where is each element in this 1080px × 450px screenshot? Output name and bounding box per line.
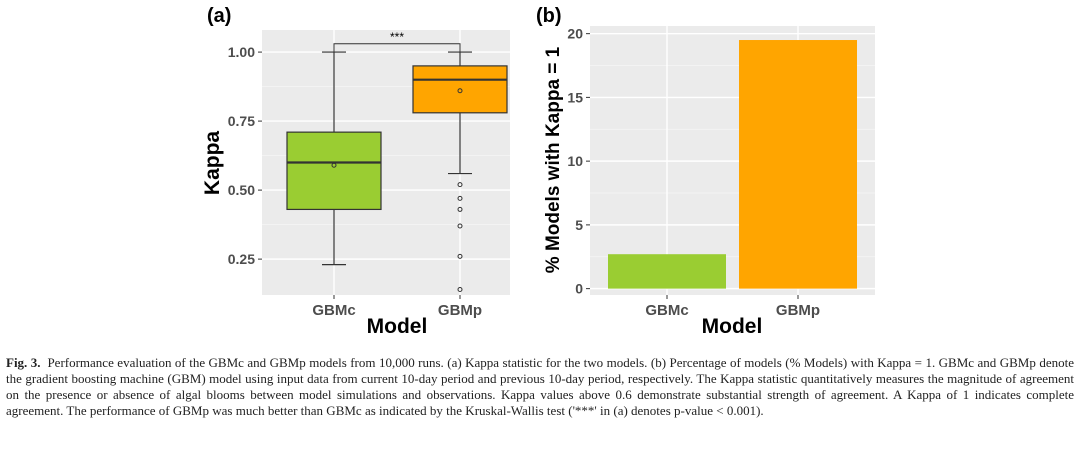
box-gbmc-mean bbox=[331, 162, 337, 168]
figure-caption: Fig. 3. Performance evaluation of the GB… bbox=[6, 355, 1074, 419]
box-outlier-point bbox=[457, 223, 463, 229]
panel-a-y-axis-title: Kappa bbox=[201, 131, 224, 196]
significance-label: *** bbox=[390, 30, 404, 44]
panel-a-x-axis-title: Model bbox=[367, 315, 428, 338]
panel-b-y-tick-label: 0 bbox=[575, 281, 583, 297]
panel-a-boxes bbox=[286, 51, 508, 292]
panel-a-x-ticks: GBMc GBMp bbox=[312, 295, 482, 319]
box-outlier-point bbox=[457, 195, 463, 201]
panel-a-x-tick-label: GBMp bbox=[438, 302, 482, 319]
panel-a-y-ticks: 0.25 0.50 0.75 1.00 bbox=[228, 44, 262, 267]
bar-gbmp bbox=[739, 40, 857, 289]
caption-figure-label: Fig. 3. bbox=[6, 355, 41, 370]
panel-a-y-tick-label: 1.00 bbox=[228, 44, 255, 60]
panel-b-y-tick-label: 20 bbox=[567, 26, 583, 42]
box-outlier-point bbox=[457, 182, 463, 188]
panel-a-x-tick-label: GBMc bbox=[312, 302, 355, 319]
figure-charts: (a) 0.250.500.751.00 GBMc GBMp *** Model … bbox=[201, 5, 875, 338]
panel-a-kappa-boxplot: (a) 0.250.500.751.00 GBMc GBMp *** Model … bbox=[201, 5, 510, 338]
panel-a-y-tick-label: 0.50 bbox=[228, 182, 255, 198]
panel-a-y-tick-label: 0.25 bbox=[228, 251, 255, 267]
panel-b-percent-bar: (b) 0 5 10 15 20 GBMc GBMp Model % Models wit… bbox=[536, 5, 875, 338]
panel-b-y-axis-title: % Models with Kappa = 1 bbox=[543, 46, 564, 273]
panel-b-x-ticks: GBMc GBMp bbox=[645, 295, 820, 319]
box-gbmp-mean bbox=[457, 88, 463, 94]
panel-b-y-ticks: 0 5 10 15 20 bbox=[567, 26, 590, 297]
panel-b-x-axis-title: Model bbox=[702, 315, 763, 338]
box-gbmc-iqr bbox=[286, 131, 382, 211]
box-outlier-point bbox=[457, 286, 463, 292]
panel-b-label: (b) bbox=[536, 5, 562, 27]
panel-a-significance: *** bbox=[333, 30, 461, 53]
significance-bracket bbox=[333, 43, 461, 53]
panel-b-y-tick-label: 5 bbox=[575, 217, 583, 233]
panel-b-x-tick-label: GBMp bbox=[776, 302, 820, 319]
panel-b-y-tick-label: 10 bbox=[567, 153, 583, 169]
bar-gbmc bbox=[608, 254, 726, 289]
panel-b-y-tick-label: 15 bbox=[567, 89, 583, 105]
panel-a-y-tick-label: 0.75 bbox=[228, 113, 255, 129]
box-outlier-point bbox=[457, 206, 463, 212]
box-outlier-point bbox=[457, 253, 463, 259]
box-gbmp-iqr bbox=[412, 65, 508, 114]
caption-text: Performance evaluation of the GBMc and G… bbox=[6, 355, 1074, 418]
panel-a-label: (a) bbox=[207, 5, 231, 27]
panel-b-x-tick-label: GBMc bbox=[645, 302, 688, 319]
panel-b-bars bbox=[608, 40, 857, 289]
